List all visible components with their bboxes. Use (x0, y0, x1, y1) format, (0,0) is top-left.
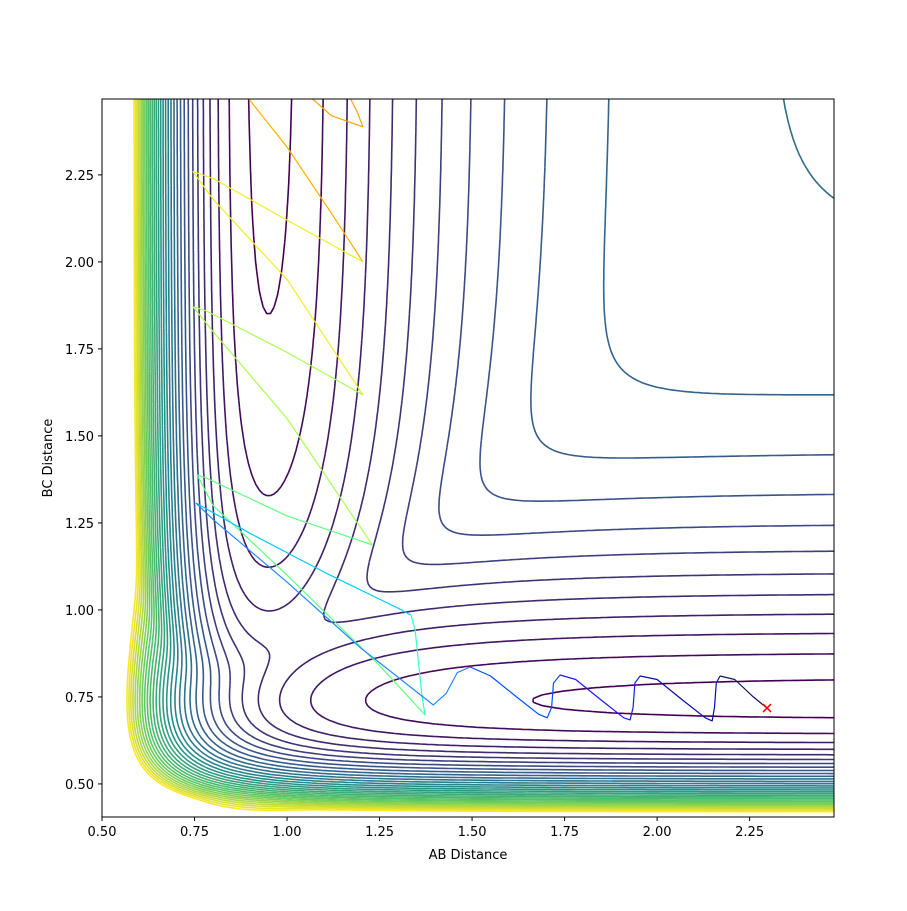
trajectory-segment-11 (719, 675, 768, 709)
trajectory-segment-1 (248, 99, 364, 263)
contour-level-21 (149, 99, 834, 800)
y-tick-label: 0.50 (65, 778, 94, 793)
y-tick-label: 1.00 (65, 604, 94, 619)
contour-level-19 (153, 99, 834, 797)
x-tick-label: 0.75 (180, 825, 209, 840)
contour-level-24 (141, 99, 834, 804)
y-tick-label: 1.25 (65, 517, 94, 532)
contour-level-8 (183, 99, 834, 772)
contour-lines (126, 99, 834, 813)
contour-level-0 (247, 99, 834, 719)
contour-level-31 (126, 99, 834, 813)
y-axis: 0.50 0.75 1.00 1.25 1.50 1.75 2.00 2.25 (65, 169, 102, 793)
x-tick-label: 2.00 (643, 825, 672, 840)
x-axis-label: AB Distance (429, 848, 508, 863)
y-tick-label: 1.75 (65, 343, 94, 358)
trajectory-segment-3 (192, 306, 373, 546)
contour-level-14 (164, 99, 834, 787)
trajectory-segment-0 (311, 99, 364, 128)
x-tick-label: 0.50 (88, 825, 117, 840)
contour-level-13 (167, 99, 834, 785)
contour-level-2 (217, 99, 834, 744)
end-marker (762, 703, 772, 713)
contour-level-27 (134, 99, 834, 808)
plot-frame (101, 98, 835, 818)
y-tick-label: 2.00 (65, 256, 94, 271)
contour-level-22 (146, 99, 834, 801)
contour-level-28 (132, 99, 834, 809)
contour-level-23 (143, 99, 834, 803)
contour-level-18 (155, 99, 834, 795)
contour-level-29 (130, 99, 834, 811)
contour-level-20 (151, 99, 834, 798)
contour-level-30 (128, 99, 834, 812)
x-tick-label: 1.75 (550, 825, 579, 840)
contour-level-10 (176, 99, 834, 778)
y-axis-label: BC Distance (41, 419, 56, 498)
x-tick-label: 1.50 (458, 825, 487, 840)
contour-level-4 (202, 99, 834, 756)
y-tick-label: 1.50 (65, 430, 94, 445)
contour-level-26 (136, 99, 834, 807)
y-tick-label: 0.75 (65, 691, 94, 706)
contour-level-9 (179, 99, 834, 775)
trajectory-segment-8 (469, 666, 561, 719)
trajectory-segment-5 (410, 614, 426, 716)
trajectory-segment-2 (192, 171, 364, 396)
trajectory-segment-7 (195, 502, 471, 706)
contour-level-3 (209, 99, 834, 751)
contour-level-12 (170, 99, 834, 783)
end-x-marker (762, 703, 772, 713)
trajectory-segment-9 (559, 674, 641, 721)
contour-level-7 (187, 99, 834, 768)
x-tick-label: 1.00 (273, 825, 302, 840)
contour-level-1 (228, 99, 834, 735)
contour-level-5 (196, 99, 834, 761)
x-axis: 0.50 0.75 1.00 1.25 1.50 1.75 2.00 2.25 (88, 817, 764, 840)
contour-level-16 (159, 99, 834, 791)
trajectory-segment-10 (639, 675, 721, 722)
y-tick-label: 2.25 (65, 169, 94, 184)
x-tick-label: 1.25 (365, 825, 394, 840)
x-tick-label: 2.25 (735, 825, 764, 840)
trajectory (192, 99, 768, 722)
contour-level-17 (157, 99, 834, 793)
trajectory-segment-6 (195, 502, 412, 616)
contour-level-6 (191, 99, 834, 765)
contour-level-11 (173, 99, 834, 780)
contour-level-25 (138, 99, 834, 806)
contour-level-15 (162, 99, 834, 789)
